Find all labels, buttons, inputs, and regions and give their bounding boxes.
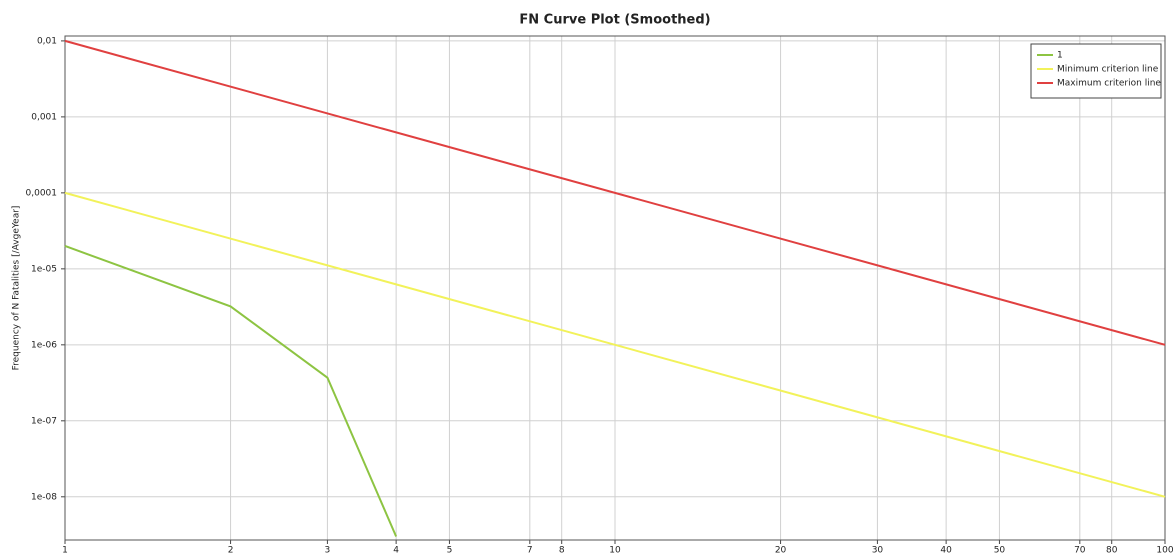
x-tick-label: 40 (940, 546, 952, 556)
legend: 1 Minimum criterion line Maximum criterion… (1030, 43, 1162, 99)
y-axis-label: Frequency of N Fatalities [/AvgeYear] (12, 206, 22, 371)
x-tick-label: 80 (1106, 546, 1118, 556)
x-tick-label: 30 (872, 546, 884, 556)
y-tick-label: 0,001 (31, 112, 57, 122)
legend-box (1030, 43, 1162, 99)
x-tick-label: 50 (994, 546, 1006, 556)
x-tick-label: 2 (228, 546, 234, 556)
series-line (64, 39, 1166, 346)
plot-frame (64, 35, 1166, 541)
x-tick-label: 70 (1074, 546, 1086, 556)
y-tick-label: 1e-05 (31, 264, 57, 274)
y-tick-label: 0,01 (37, 36, 57, 46)
y-tick-label: 1e-07 (31, 416, 57, 426)
x-tick-label: 100 (1156, 546, 1173, 556)
legend-label: 1 (1057, 51, 1063, 61)
y-tick-label: 1e-08 (31, 492, 57, 502)
x-tick-label: 5 (447, 546, 453, 556)
legend-label: Minimum criterion line (1057, 65, 1159, 75)
x-tick-label: 1 (62, 546, 68, 556)
chart-title: FN Curve Plot (Smoothed) (519, 13, 710, 28)
x-tick-label: 10 (609, 546, 621, 556)
x-tick-label: 7 (527, 546, 533, 556)
x-tick-label: 4 (393, 546, 399, 556)
series-line (64, 245, 398, 537)
y-tick-label: 0,0001 (26, 188, 58, 198)
x-tick-label: 8 (559, 546, 565, 556)
y-tick-label: 1e-06 (31, 340, 57, 350)
legend-label: Maximum criterion line (1057, 79, 1161, 89)
series-line (64, 191, 1166, 498)
x-tick-label: 3 (325, 546, 331, 556)
x-tick-label: 20 (775, 546, 787, 556)
